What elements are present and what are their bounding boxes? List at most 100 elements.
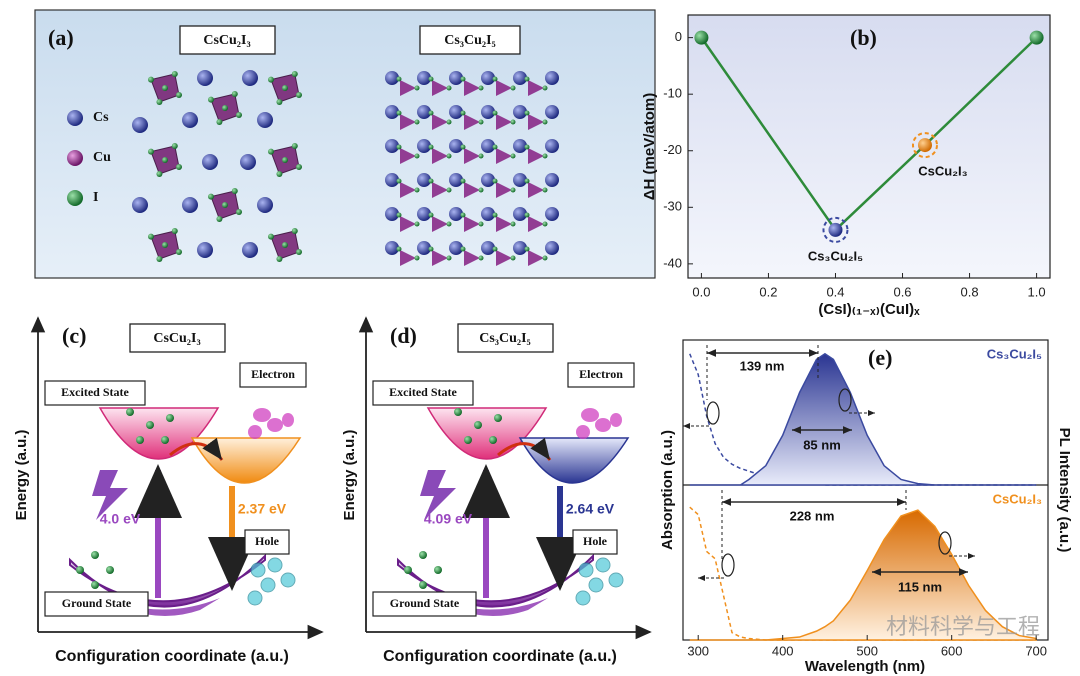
series-title: CsCu₂I₃ <box>993 491 1042 506</box>
i-atom <box>291 71 298 77</box>
legend-atom <box>67 150 83 166</box>
i-atom <box>296 92 302 98</box>
pl-area <box>689 352 1037 486</box>
x-tick-label: 0.6 <box>893 284 911 299</box>
cs-atom <box>545 241 559 255</box>
cs-atom <box>449 173 463 187</box>
structure-box <box>179 25 276 55</box>
i-atom <box>208 96 214 103</box>
data-point <box>917 138 932 153</box>
cu-tetrahedron <box>400 250 416 266</box>
molecule-atom <box>454 408 462 416</box>
absorption-energy: 4.0 eV <box>100 511 141 527</box>
electron-box <box>567 362 635 388</box>
compound-name: Cs₃Cu₂I₅ <box>479 331 531 346</box>
molecule-atom <box>136 436 144 444</box>
x-tick-label: 400 <box>772 643 794 658</box>
cs-atom <box>417 173 431 187</box>
i-atom <box>542 85 548 91</box>
hole-cloud <box>608 572 624 588</box>
i-atom <box>176 249 182 255</box>
legend-label: I <box>93 190 98 205</box>
i-atom <box>282 157 288 163</box>
cu-tetrahedron <box>432 216 448 232</box>
i-atom <box>236 209 242 215</box>
cs-atom <box>202 154 218 170</box>
i-atom <box>460 110 466 116</box>
i-atom <box>236 112 242 118</box>
i-atom <box>176 164 182 170</box>
cs-atom <box>242 70 258 86</box>
i-atom <box>524 212 530 218</box>
cs-atom <box>449 207 463 221</box>
i-atom <box>282 85 288 91</box>
i-atom <box>414 255 420 261</box>
cs-atom <box>132 197 148 213</box>
cu-tetrahedron <box>496 114 512 130</box>
cs-atom <box>385 173 399 187</box>
cs-atom <box>545 105 559 119</box>
i-atom <box>492 178 498 184</box>
i-atom <box>542 187 548 193</box>
cu-tetrahedron <box>464 148 480 164</box>
fwhm-label: 85 nm <box>803 437 841 452</box>
i-atom <box>446 119 452 125</box>
i-atom <box>542 255 548 261</box>
i-atom <box>460 178 466 184</box>
cs-atom <box>449 105 463 119</box>
axis-marker <box>838 388 852 412</box>
i-atom <box>446 221 452 227</box>
i-atom <box>492 144 498 150</box>
i-atom <box>492 246 498 252</box>
light-icon <box>92 470 128 520</box>
transfer-arrow <box>169 437 224 461</box>
y-tick-label: -30 <box>663 199 682 214</box>
molecule-atom <box>434 566 442 574</box>
cs-atom <box>449 241 463 255</box>
hole-box <box>572 529 618 555</box>
cs-atom <box>513 173 527 187</box>
hole-cloud <box>267 557 283 573</box>
emission-energy: 2.37 eV <box>238 501 287 517</box>
i-atom <box>156 256 163 262</box>
molecule-atom <box>464 436 472 444</box>
i-atom <box>176 92 182 98</box>
cs-atom <box>481 139 495 153</box>
i-atom <box>414 85 420 91</box>
electron-box <box>239 362 307 388</box>
x-tick-label: 0.0 <box>692 284 710 299</box>
i-atom <box>428 246 434 252</box>
x-tick-label: 700 <box>1025 643 1047 658</box>
axis-marker <box>706 401 720 425</box>
i-atom <box>171 71 178 77</box>
i-atom <box>148 233 154 240</box>
axis-marker <box>721 553 735 577</box>
cu-tetrahedron <box>496 182 512 198</box>
highlight-ring <box>911 132 938 159</box>
data-point <box>1029 30 1044 45</box>
panel-b-frame <box>687 14 1051 279</box>
excited-box <box>372 380 474 406</box>
i-atom <box>524 76 530 82</box>
i-atom <box>171 228 178 234</box>
molecule-atom <box>91 551 99 559</box>
x-tick-label: 0.8 <box>961 284 979 299</box>
molecule-atom <box>76 566 84 574</box>
hole-cloud <box>280 572 296 588</box>
i-atom <box>396 178 402 184</box>
i-atom <box>524 246 530 252</box>
content: (a) CsCu₂I₃ Cs₃Cu₂I₅ Cs Cu I (b) 0.0 0.2 0.4 0.6 0.… <box>13 25 1073 675</box>
i-atom <box>231 188 238 194</box>
y2-axis-label: PL Intensity (a.u.) <box>1056 428 1073 553</box>
y-axis-label: Energy (a.u.) <box>13 430 30 521</box>
y-axis-label: Energy (a.u.) <box>341 430 358 521</box>
i-atom <box>478 221 484 227</box>
i-atom <box>428 212 434 218</box>
cu-tetrahedron <box>400 182 416 198</box>
i-atom <box>396 76 402 82</box>
excited-well <box>98 407 220 460</box>
i-atom <box>162 157 168 163</box>
emission-well <box>518 437 630 484</box>
hole-cloud <box>250 562 266 578</box>
i-atom <box>510 187 516 193</box>
